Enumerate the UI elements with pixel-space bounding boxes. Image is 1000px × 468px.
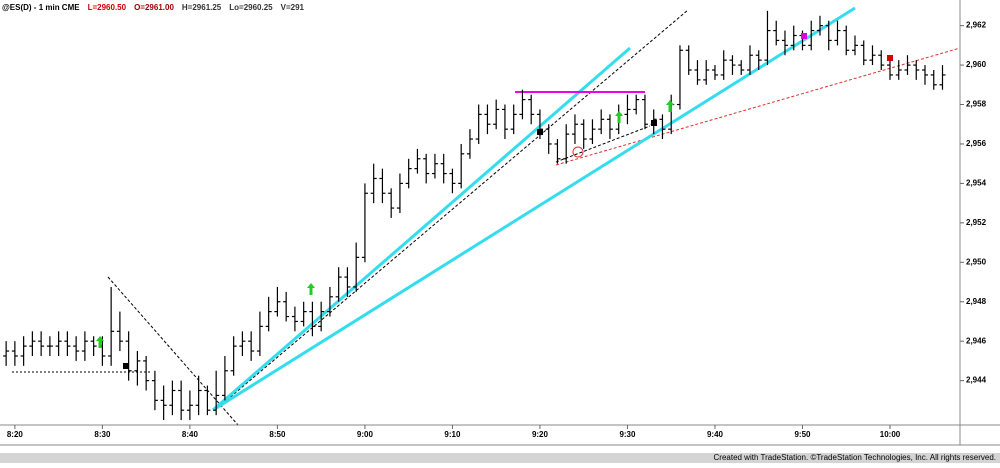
cyan-trendline bbox=[212, 6, 856, 412]
circle-marker bbox=[572, 146, 584, 158]
x-tick-label: 9:30 bbox=[619, 430, 636, 439]
dashed-trendline bbox=[107, 276, 239, 426]
header-field: O=2961.00 bbox=[134, 3, 174, 12]
x-tick-label: 9:00 bbox=[357, 430, 374, 439]
x-tick-label: 9:50 bbox=[794, 430, 811, 439]
x-tick-label: 9:40 bbox=[707, 430, 724, 439]
header-field: V=291 bbox=[281, 3, 305, 12]
dashed-trendline bbox=[214, 9, 689, 411]
x-tick-label: 9:20 bbox=[532, 430, 549, 439]
y-tick-label: 2,954 bbox=[966, 179, 987, 188]
x-tick-label: 10:00 bbox=[880, 430, 901, 439]
y-tick-label: 2,958 bbox=[966, 100, 987, 109]
header-field: H=2961.25 bbox=[182, 3, 222, 12]
square-marker bbox=[537, 129, 543, 135]
y-tick-label: 2,960 bbox=[966, 60, 987, 69]
square-marker bbox=[887, 55, 893, 61]
cyan-trendline bbox=[212, 46, 631, 412]
header-field: L=2960.50 bbox=[88, 3, 127, 12]
y-tick-label: 2,950 bbox=[966, 257, 987, 266]
x-tick-label: 8:40 bbox=[182, 430, 199, 439]
up-arrow bbox=[307, 283, 315, 295]
up-arrow bbox=[96, 336, 104, 348]
y-tick-label: 2,962 bbox=[966, 21, 987, 30]
dashed-trendline bbox=[555, 125, 651, 163]
x-tick-label: 8:30 bbox=[94, 430, 111, 439]
chart-title: @ES(D) - 1 min CME bbox=[2, 3, 80, 12]
x-tick-label: 9:10 bbox=[444, 430, 461, 439]
x-tick-label: 8:20 bbox=[7, 430, 24, 439]
y-tick-label: 2,944 bbox=[966, 376, 987, 385]
square-marker bbox=[801, 33, 807, 39]
square-marker bbox=[123, 363, 129, 369]
y-tick-label: 2,946 bbox=[966, 336, 987, 345]
footer-bar bbox=[0, 453, 1000, 463]
y-tick-label: 2,948 bbox=[966, 297, 987, 306]
up-arrow bbox=[666, 100, 674, 112]
drawing-layer bbox=[12, 6, 961, 426]
square-marker bbox=[651, 120, 657, 126]
header-field: Lo=2960.25 bbox=[229, 3, 273, 12]
signal-markers bbox=[96, 33, 893, 369]
red-trendline bbox=[555, 47, 961, 166]
y-tick-label: 2,952 bbox=[966, 218, 987, 227]
x-tick-label: 8:50 bbox=[269, 430, 286, 439]
up-arrow bbox=[615, 111, 623, 123]
footer-text: Created with TradeStation. ©TradeStation… bbox=[714, 453, 997, 462]
y-tick-label: 2,956 bbox=[966, 139, 987, 148]
